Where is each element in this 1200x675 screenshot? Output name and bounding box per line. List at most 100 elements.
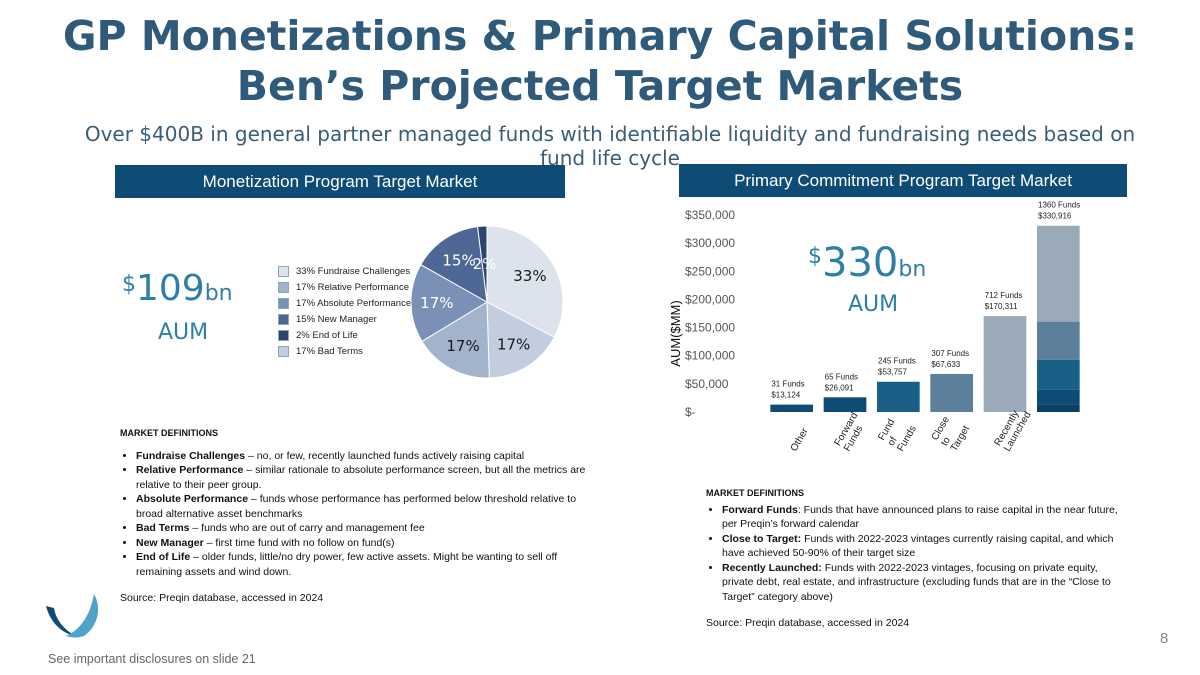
legend-label: 2% End of Life — [296, 330, 358, 341]
left-definition-item: Bad Terms – funds who are out of carry a… — [136, 521, 590, 536]
right-banner: Primary Commitment Program Target Market — [679, 164, 1127, 197]
definition-text: – similar rationale to absolute performa… — [136, 464, 586, 491]
left-definition-item: Fundraise Challenges – no, or few, recen… — [136, 449, 590, 464]
y-axis-label: AUM($MM) — [668, 300, 683, 366]
bar-data-label: 1360 Funds — [1038, 201, 1080, 210]
bar — [983, 316, 1027, 412]
right-definitions-list: Forward Funds: Funds that have announced… — [706, 503, 1126, 605]
legend-item: 2% End of Life — [278, 329, 358, 343]
definition-term: Bad Terms — [136, 522, 190, 534]
stacked-bar-segment — [1037, 404, 1080, 412]
right-currency-symbol: $ — [808, 244, 822, 269]
bar — [930, 373, 973, 412]
legend-item: 33% Fundraise Challenges — [278, 265, 410, 279]
right-definition-item: Forward Funds: Funds that have announced… — [722, 503, 1126, 532]
right-aum-unit: bn — [898, 257, 927, 282]
bar-data-label: $330,916 — [1038, 212, 1072, 221]
page-title-line-2: Ben’s Projected Target Markets — [236, 62, 964, 110]
legend-item: 17% Bad Terms — [278, 345, 363, 359]
right-aum-value: $330bn — [808, 240, 926, 286]
right-definitions: MARKET DEFINITIONS Forward Funds: Funds … — [706, 486, 1126, 631]
definition-text: – older funds, little/no dry power, few … — [136, 551, 558, 578]
bar-data-label: $67,633 — [931, 360, 960, 369]
y-tick-label: $150,000 — [685, 321, 735, 335]
legend-item: 15% New Manager — [278, 313, 377, 327]
left-definitions: MARKET DEFINITIONS Fundraise Challenges … — [120, 426, 590, 606]
legend-swatch — [278, 265, 289, 277]
left-definition-item: Relative Performance – similar rationale… — [136, 463, 590, 492]
legend-label: 15% New Manager — [296, 314, 377, 325]
y-tick-label: $- — [685, 405, 696, 419]
definition-text: – funds whose performance has performed … — [136, 493, 577, 520]
x-tick-word: Funds — [895, 424, 918, 454]
bar-data-label: $170,311 — [985, 302, 1018, 311]
x-tick-word: Other — [789, 426, 811, 454]
footer-disclosure: See important disclosures on slide 21 — [48, 652, 256, 666]
stacked-bar-segment — [1037, 225, 1080, 322]
left-definition-item: End of Life – older funds, little/no dry… — [136, 550, 590, 579]
left-aum-number: 109 — [136, 268, 205, 309]
bar-data-label: 65 Funds — [825, 372, 858, 381]
stacked-bar-segment — [1037, 389, 1080, 405]
bar-data-label: $26,091 — [825, 383, 854, 392]
bar-data-label: $13,124 — [771, 391, 800, 400]
pie-slice — [410, 264, 488, 343]
definition-text: Funds with 2022-2023 vintages currently … — [722, 532, 1114, 560]
pie-data-label: 33% — [513, 267, 546, 285]
page-title-line-1: GP Monetizations & Primary Capital Solut… — [62, 12, 1138, 60]
definition-term: Close to Target: — [722, 532, 802, 545]
left-aum-label: AUM — [158, 320, 209, 345]
y-tick-label: $100,000 — [685, 349, 735, 363]
company-logo — [46, 594, 99, 638]
y-tick-label: $50,000 — [685, 377, 729, 391]
right-aum-number: 330 — [822, 240, 899, 286]
page-number: 8 — [1160, 630, 1169, 647]
pie-slice — [477, 225, 488, 303]
legend-label: 17% Relative Performance — [296, 282, 409, 293]
pie-data-label: 2% — [473, 255, 497, 273]
legend-swatch — [278, 329, 289, 341]
bar-data-label: 245 Funds — [878, 357, 916, 366]
x-tick-word: Target — [949, 424, 973, 454]
y-tick-label: $200,000 — [685, 292, 735, 306]
left-definitions-heading: MARKET DEFINITIONS — [120, 428, 218, 438]
legend-item: 17% Absolute Performance — [278, 297, 411, 311]
y-tick-label: $250,000 — [685, 264, 735, 278]
pie-data-label: 15% — [442, 251, 475, 269]
pie-slice — [486, 301, 556, 379]
definition-term: Recently Launched: — [722, 561, 822, 574]
pie-slice — [486, 225, 564, 338]
bar-data-label: 712 Funds — [985, 291, 1023, 300]
right-aum-label: AUM — [848, 292, 899, 317]
left-definition-item: Absolute Performance – funds whose perfo… — [136, 492, 590, 521]
definition-term: Fundraise Challenges — [136, 449, 246, 462]
pie-data-label: 17% — [497, 336, 530, 354]
legend-label: 17% Bad Terms — [296, 346, 363, 357]
legend-swatch — [278, 297, 289, 309]
left-definitions-list: Fundraise Challenges – no, or few, recen… — [120, 449, 590, 580]
definition-text: – no, or few, recently launched funds ac… — [245, 449, 525, 462]
pie-data-label: 17% — [446, 337, 479, 355]
legend-swatch — [278, 345, 289, 357]
definition-term: New Manager — [136, 536, 204, 549]
left-aum-value: $109bn — [122, 268, 233, 309]
definition-term: Forward Funds — [722, 503, 798, 516]
left-banner: Monetization Program Target Market — [115, 165, 565, 198]
pie-slice — [421, 301, 490, 379]
y-tick-label: $300,000 — [685, 236, 735, 250]
stacked-bar-segment — [1037, 359, 1080, 390]
legend-label: 17% Absolute Performance — [296, 298, 412, 309]
definition-term: Relative Performance — [136, 464, 244, 476]
left-source: Source: Preqin database, accessed in 202… — [120, 592, 324, 604]
definition-text: : Funds that have announced plans to rai… — [722, 503, 1118, 531]
pie-chart: 33% 17% 17% 17% 15%2% — [410, 225, 564, 379]
definition-text: – funds who are out of carry and managem… — [189, 522, 425, 534]
legend-item: 17% Relative Performance — [278, 281, 409, 295]
pie-slice — [420, 226, 488, 303]
legend-label: 33% Fundraise Challenges — [296, 266, 411, 277]
definition-text: – first time fund with no follow on fund… — [203, 536, 395, 549]
definition-text: Funds with 2022-2023 vintages, focusing … — [722, 561, 1111, 603]
legend-swatch — [278, 281, 289, 293]
